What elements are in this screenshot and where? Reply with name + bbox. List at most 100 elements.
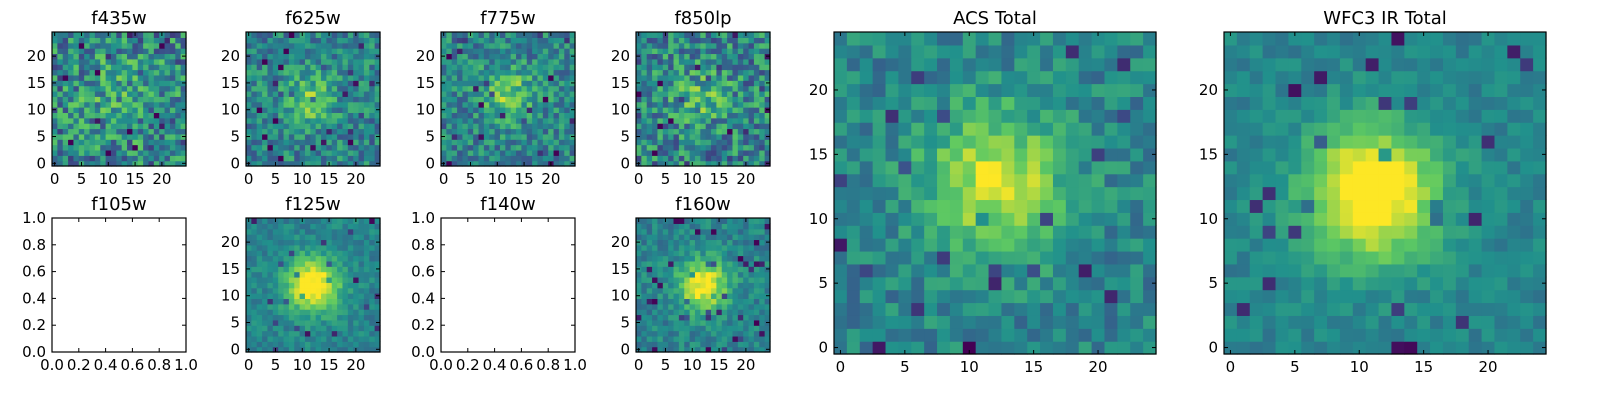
pixel xyxy=(553,133,560,140)
pixel xyxy=(732,144,739,151)
pixel xyxy=(246,335,252,342)
pixel xyxy=(304,255,311,262)
pixel xyxy=(721,244,728,251)
pixel xyxy=(331,42,338,49)
pixel xyxy=(689,255,696,262)
pixel xyxy=(57,112,64,119)
pixel xyxy=(753,218,760,224)
pixel xyxy=(759,42,766,49)
pixel xyxy=(662,64,669,71)
pixel xyxy=(737,271,744,278)
pixel xyxy=(267,293,274,299)
pixel xyxy=(78,90,85,97)
pixel xyxy=(521,133,528,140)
pixel xyxy=(462,117,469,124)
pixel xyxy=(337,319,344,326)
pixel xyxy=(288,112,295,119)
pixel xyxy=(1027,276,1041,291)
pixel xyxy=(288,346,295,353)
pixel xyxy=(732,58,739,65)
pixel xyxy=(278,139,285,146)
pixel xyxy=(673,123,680,130)
pixel xyxy=(110,64,117,71)
pixel xyxy=(505,74,512,81)
pixel xyxy=(148,42,155,49)
pixel xyxy=(743,42,750,49)
pixel xyxy=(84,128,91,135)
pixel xyxy=(646,149,653,156)
pixel xyxy=(911,96,925,110)
pixel xyxy=(251,117,258,124)
pixel xyxy=(652,303,659,310)
pixel xyxy=(753,325,760,332)
pixel xyxy=(521,64,528,71)
pixel xyxy=(483,133,490,140)
pixel xyxy=(716,314,723,321)
pixel xyxy=(732,223,739,230)
pixel xyxy=(662,58,669,65)
pixel xyxy=(84,37,91,44)
pixel xyxy=(1040,341,1054,355)
pixel xyxy=(347,223,354,230)
pixel xyxy=(347,234,354,241)
pixel xyxy=(975,212,990,226)
pixel xyxy=(759,32,766,38)
pixel xyxy=(743,64,750,71)
pixel xyxy=(743,139,750,146)
pixel xyxy=(1052,32,1067,46)
pixel xyxy=(526,80,533,87)
pixel xyxy=(684,74,691,81)
y-tick-label: 5 xyxy=(620,314,630,332)
pixel xyxy=(363,80,370,87)
pixel xyxy=(1052,122,1067,136)
pixel xyxy=(737,107,744,113)
pixel xyxy=(743,69,750,76)
pixel xyxy=(1301,199,1315,213)
pixel xyxy=(885,212,899,226)
pixel xyxy=(859,276,874,291)
pixel xyxy=(846,147,861,162)
y-tick-label: 20 xyxy=(611,47,630,65)
pixel xyxy=(732,69,739,76)
pixel xyxy=(949,57,964,72)
pixel xyxy=(1430,302,1444,316)
pixel xyxy=(363,101,370,108)
pixel xyxy=(159,96,166,103)
pixel xyxy=(262,112,269,119)
pixel xyxy=(1288,263,1302,278)
x-tick-label: 15 xyxy=(710,356,729,374)
pixel xyxy=(1014,109,1028,123)
pixel xyxy=(505,48,512,55)
pixel xyxy=(834,135,848,149)
pixel xyxy=(1027,341,1041,355)
pixel xyxy=(441,96,447,103)
pixel xyxy=(1027,263,1041,278)
pixel xyxy=(326,239,333,246)
pixel xyxy=(110,74,117,81)
pixel xyxy=(262,266,269,273)
pixel xyxy=(283,58,290,65)
pixel xyxy=(246,341,252,348)
pixel xyxy=(132,112,139,119)
pixel xyxy=(975,147,990,162)
pixel xyxy=(924,315,938,329)
pixel xyxy=(127,74,133,81)
pixel xyxy=(673,133,680,140)
pixel xyxy=(310,133,317,140)
pixel xyxy=(673,303,680,310)
pixel xyxy=(121,107,128,113)
pixel xyxy=(652,96,659,103)
pixel xyxy=(315,155,322,162)
pixel xyxy=(700,42,707,49)
pixel xyxy=(846,212,861,226)
pixel xyxy=(646,250,653,257)
pixel xyxy=(711,69,717,76)
pixel xyxy=(347,255,354,262)
pixel xyxy=(673,228,680,235)
y-tick-label: 15 xyxy=(221,260,240,278)
pixel xyxy=(494,133,501,140)
pixel xyxy=(304,74,311,81)
pixel xyxy=(310,330,317,337)
pixel xyxy=(321,112,327,119)
pixel xyxy=(678,330,685,337)
